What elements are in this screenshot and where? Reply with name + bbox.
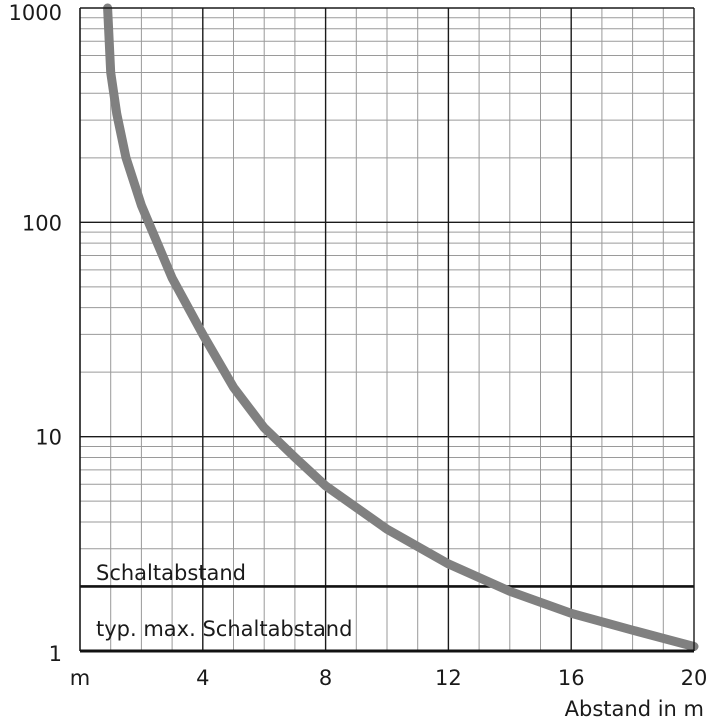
x-tick-label: 12 <box>435 666 462 690</box>
x-tick-labels: m 4 8 12 16 20 <box>70 666 708 690</box>
plot-frame <box>79 7 695 653</box>
x-tick-label: 20 <box>681 666 708 690</box>
reference-label-above: Schaltabstand <box>96 561 246 585</box>
y-tick-label: 1 <box>49 642 62 666</box>
x-tick-label: m <box>70 666 90 690</box>
reference-label-below: typ. max. Schaltabstand <box>96 617 352 641</box>
x-tick-label: 8 <box>319 666 332 690</box>
y-tick-label: 10 <box>35 426 62 450</box>
x-tick-label: 16 <box>558 666 585 690</box>
y-tick-label: 100 <box>22 211 62 235</box>
x-tick-label: 4 <box>196 666 209 690</box>
series-group <box>103 3 699 651</box>
y-tick-label: 1000 <box>9 1 62 25</box>
x-axis-label: Abstand in m <box>565 697 704 720</box>
minor-grid <box>80 8 694 651</box>
y-tick-labels: 1 10 100 1000 <box>9 1 62 666</box>
series-line <box>103 3 699 651</box>
